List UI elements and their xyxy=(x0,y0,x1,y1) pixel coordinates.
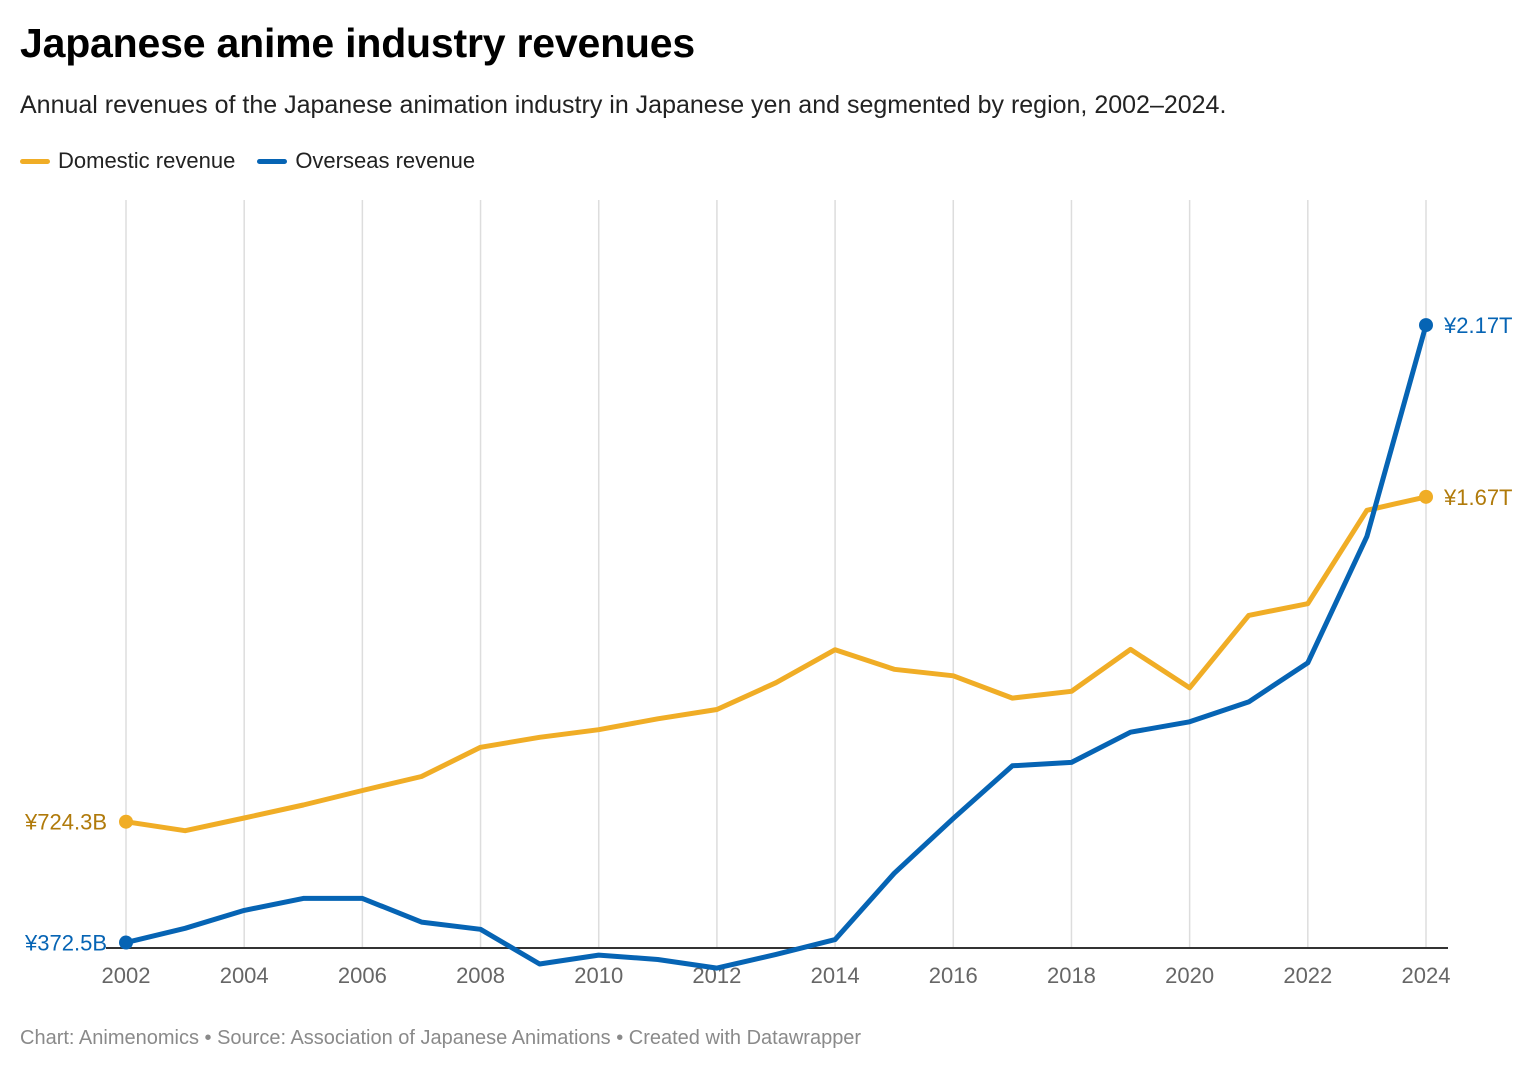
start-point-domestic xyxy=(119,814,133,829)
series-line-overseas xyxy=(123,322,1429,971)
x-tick-label-2008: 2008 xyxy=(456,963,505,988)
x-tick-label-2020: 2020 xyxy=(1165,963,1214,988)
x-tick-label-2006: 2006 xyxy=(338,963,387,988)
start-label-overseas: ¥372.5B xyxy=(24,931,107,956)
x-tick-label-2024: 2024 xyxy=(1402,963,1451,988)
series-line-domestic xyxy=(123,494,1429,834)
end-point-domestic xyxy=(1419,489,1433,504)
legend-label-domestic: Domestic revenue xyxy=(58,148,236,173)
end-label-domestic: ¥1.67T xyxy=(1443,485,1513,510)
x-tick-label-2010: 2010 xyxy=(574,963,623,988)
legend-swatch-domestic xyxy=(20,158,50,164)
x-tick-label-2018: 2018 xyxy=(1047,963,1096,988)
end-point-overseas xyxy=(1419,318,1433,333)
end-label-overseas: ¥2.17T xyxy=(1443,313,1513,338)
start-label-domestic: ¥724.3B xyxy=(24,810,107,835)
x-tick-label-2022: 2022 xyxy=(1283,963,1332,988)
chart-subtitle: Annual revenues of the Japanese animatio… xyxy=(20,91,1227,119)
x-tick-label-2002: 2002 xyxy=(102,963,151,988)
legend-label-overseas: Overseas revenue xyxy=(295,148,476,173)
legend-swatch-overseas xyxy=(257,158,288,164)
legend-item-domestic: Domestic revenue xyxy=(20,148,235,174)
chart-legend: Domestic revenue Overseas revenue xyxy=(20,148,497,174)
legend-item-overseas: Overseas revenue xyxy=(257,148,475,174)
x-tick-label-2016: 2016 xyxy=(929,963,978,988)
x-tick-label-2014: 2014 xyxy=(811,963,860,988)
x-tick-label-2004: 2004 xyxy=(220,963,269,988)
start-point-overseas xyxy=(119,935,133,950)
chart-title: Japanese anime industry revenues xyxy=(20,20,695,66)
line-chart: 2002 2004 2006 2008 2010 2012 2014 2016 2018 2020… xyxy=(24,200,1513,988)
chart-footer: Chart: Animenomics • Source: Association… xyxy=(20,1027,862,1049)
